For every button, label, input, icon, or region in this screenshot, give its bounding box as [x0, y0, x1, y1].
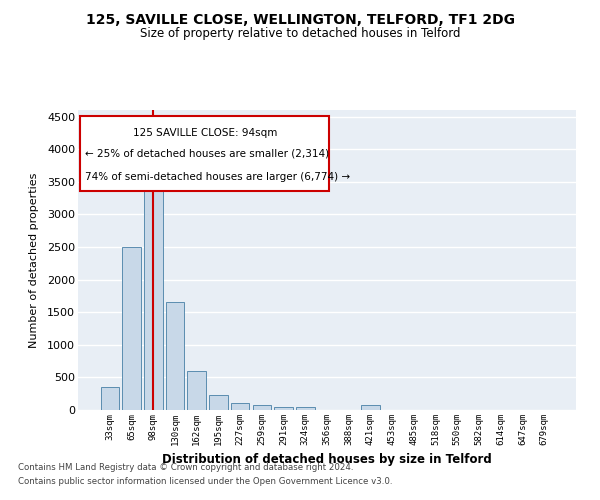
Bar — [231, 404, 250, 410]
Text: Size of property relative to detached houses in Telford: Size of property relative to detached ho… — [140, 28, 460, 40]
Bar — [144, 166, 163, 410]
Text: 74% of semi-detached houses are larger (6,774) →: 74% of semi-detached houses are larger (… — [85, 172, 350, 182]
Bar — [361, 405, 380, 410]
Y-axis label: Number of detached properties: Number of detached properties — [29, 172, 39, 348]
Text: Contains HM Land Registry data © Crown copyright and database right 2024.: Contains HM Land Registry data © Crown c… — [18, 464, 353, 472]
Bar — [296, 406, 314, 410]
Text: Contains public sector information licensed under the Open Government Licence v3: Contains public sector information licen… — [18, 477, 392, 486]
X-axis label: Distribution of detached houses by size in Telford: Distribution of detached houses by size … — [162, 454, 492, 466]
Bar — [209, 396, 227, 410]
Bar — [122, 247, 141, 410]
Bar — [274, 406, 293, 410]
Bar — [101, 387, 119, 410]
Bar — [187, 371, 206, 410]
Bar — [253, 405, 271, 410]
FancyBboxPatch shape — [80, 116, 329, 191]
Text: ← 25% of detached houses are smaller (2,314): ← 25% of detached houses are smaller (2,… — [85, 148, 329, 158]
Bar — [166, 302, 184, 410]
Text: 125 SAVILLE CLOSE: 94sqm: 125 SAVILLE CLOSE: 94sqm — [133, 128, 277, 138]
Text: 125, SAVILLE CLOSE, WELLINGTON, TELFORD, TF1 2DG: 125, SAVILLE CLOSE, WELLINGTON, TELFORD,… — [86, 12, 515, 26]
